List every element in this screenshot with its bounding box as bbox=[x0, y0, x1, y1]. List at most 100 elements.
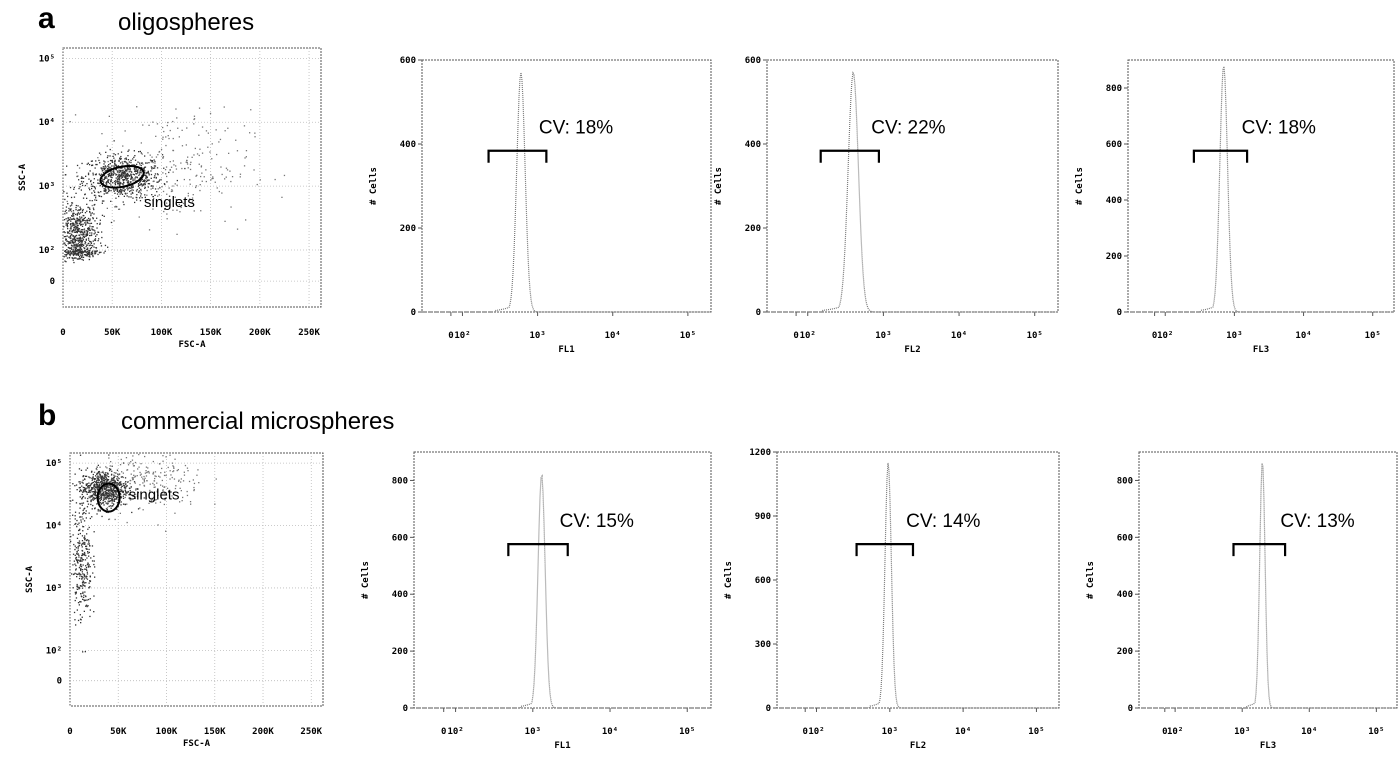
scatter-event-point bbox=[70, 208, 72, 210]
histogram-xtick-label: 10³ bbox=[1226, 331, 1242, 341]
scatter-event-point bbox=[153, 197, 155, 200]
scatter-event-point bbox=[148, 470, 150, 473]
scatter-event-point bbox=[139, 180, 142, 182]
cv-gate-bracket bbox=[507, 543, 569, 557]
scatter-event-point bbox=[81, 240, 84, 242]
scatter-event-point bbox=[103, 477, 105, 479]
scatter-event-point bbox=[87, 237, 90, 239]
scatter-event-point bbox=[86, 248, 88, 250]
scatter-event-point bbox=[187, 195, 189, 197]
scatter-event-point bbox=[103, 193, 105, 195]
scatter-event-point bbox=[93, 186, 95, 188]
scatter-event-point bbox=[110, 489, 112, 491]
scatter-event-point bbox=[71, 202, 74, 204]
scatter-event-point bbox=[130, 486, 132, 489]
scatter-event-point bbox=[75, 502, 78, 504]
scatter-event-point bbox=[83, 541, 85, 544]
scatter-event-point bbox=[98, 238, 100, 240]
scatter-event-point bbox=[160, 178, 162, 181]
scatter-event-point bbox=[76, 258, 79, 260]
scatter-event-point bbox=[172, 120, 174, 123]
scatter-event-point bbox=[131, 511, 133, 514]
scatter-event-point bbox=[79, 559, 82, 561]
scatter-event-point bbox=[193, 210, 195, 212]
scatter-event-point bbox=[96, 477, 98, 479]
scatter-event-point bbox=[91, 491, 93, 493]
scatter-event-point bbox=[215, 129, 217, 131]
scatter-event-point bbox=[141, 178, 143, 180]
histogram-curve bbox=[422, 72, 711, 313]
scatter-event-point bbox=[141, 476, 143, 478]
scatter-event-point bbox=[74, 545, 76, 547]
scatter-event-point bbox=[81, 493, 83, 496]
scatter-event-point bbox=[89, 225, 91, 227]
scatter-event-point bbox=[82, 486, 84, 489]
scatter-event-point bbox=[139, 471, 141, 474]
scatter-event-point bbox=[127, 481, 129, 483]
scatter-event-point bbox=[84, 241, 87, 244]
scatter-event-point bbox=[101, 494, 103, 496]
scatter-event-point bbox=[74, 257, 76, 259]
histogram-ylabel: # Cells bbox=[369, 167, 379, 205]
scatter-event-point bbox=[79, 601, 81, 603]
scatter-event-point bbox=[95, 487, 97, 489]
scatter-event-point bbox=[97, 477, 99, 480]
scatter-event-point bbox=[83, 596, 85, 598]
scatter-event-point bbox=[116, 508, 118, 510]
scatter-event-point bbox=[85, 238, 87, 240]
scatter-event-point bbox=[200, 166, 202, 168]
scatter-event-point bbox=[152, 482, 154, 485]
scatter-event-point bbox=[100, 476, 102, 478]
scatter-event-point bbox=[89, 218, 91, 220]
scatter-event-point bbox=[189, 179, 191, 181]
scatter-event-point bbox=[64, 254, 66, 256]
scatter-event-point bbox=[82, 210, 84, 212]
scatter-event-point bbox=[91, 204, 93, 207]
scatter-event-point bbox=[150, 170, 152, 172]
scatter-event-point bbox=[92, 499, 95, 501]
scatter-event-point bbox=[128, 168, 130, 170]
scatter-event-point bbox=[95, 197, 97, 199]
scatter-event-point bbox=[89, 232, 91, 234]
scatter-event-point bbox=[115, 197, 117, 199]
scatter-event-point bbox=[186, 494, 189, 497]
scatter-event-point bbox=[132, 189, 134, 191]
scatter-event-point bbox=[79, 241, 81, 243]
scatter-event-point bbox=[104, 497, 107, 499]
scatter-event-point bbox=[110, 184, 112, 186]
scatter-event-point bbox=[140, 164, 142, 167]
scatter-event-point bbox=[91, 495, 93, 497]
histogram-xtick-label: 10⁵ bbox=[680, 331, 696, 341]
histogram-ytick-label: 200 bbox=[400, 224, 416, 234]
scatter-event-point bbox=[125, 485, 128, 487]
scatter-event-point bbox=[144, 455, 146, 458]
scatter-event-point bbox=[90, 242, 92, 244]
scatter-event-point bbox=[187, 192, 189, 195]
scatter-event-point bbox=[160, 148, 163, 151]
scatter-event-point bbox=[77, 523, 79, 526]
scatter-event-point bbox=[70, 237, 72, 239]
scatter-event-point bbox=[93, 491, 95, 493]
scatter-event-point bbox=[97, 476, 99, 478]
scatter-event-point bbox=[80, 223, 83, 226]
scatter-event-point bbox=[73, 223, 75, 225]
scatter-event-point bbox=[72, 564, 74, 566]
scatter-event-point bbox=[80, 593, 82, 595]
scatter-event-point bbox=[134, 155, 136, 157]
histogram-xtick-label: 0 bbox=[448, 331, 453, 341]
scatter-event-point bbox=[75, 221, 77, 224]
scatter-event-point bbox=[256, 183, 258, 186]
scatter-event-point bbox=[125, 157, 127, 159]
scatter-event-point bbox=[114, 160, 116, 162]
scatter-event-point bbox=[118, 178, 121, 181]
histogram-xtick-label: 10³ bbox=[882, 727, 898, 737]
scatter-event-point bbox=[100, 482, 102, 485]
scatter-event-point bbox=[104, 167, 106, 170]
scatter-event-point bbox=[69, 250, 71, 252]
scatter-event-point bbox=[132, 186, 134, 188]
scatter-event-point bbox=[93, 478, 95, 480]
scatter-event-point bbox=[122, 476, 124, 479]
scatter-event-point bbox=[143, 183, 145, 185]
scatter-event-point bbox=[71, 251, 73, 253]
cv-gate-bracket bbox=[855, 543, 915, 557]
